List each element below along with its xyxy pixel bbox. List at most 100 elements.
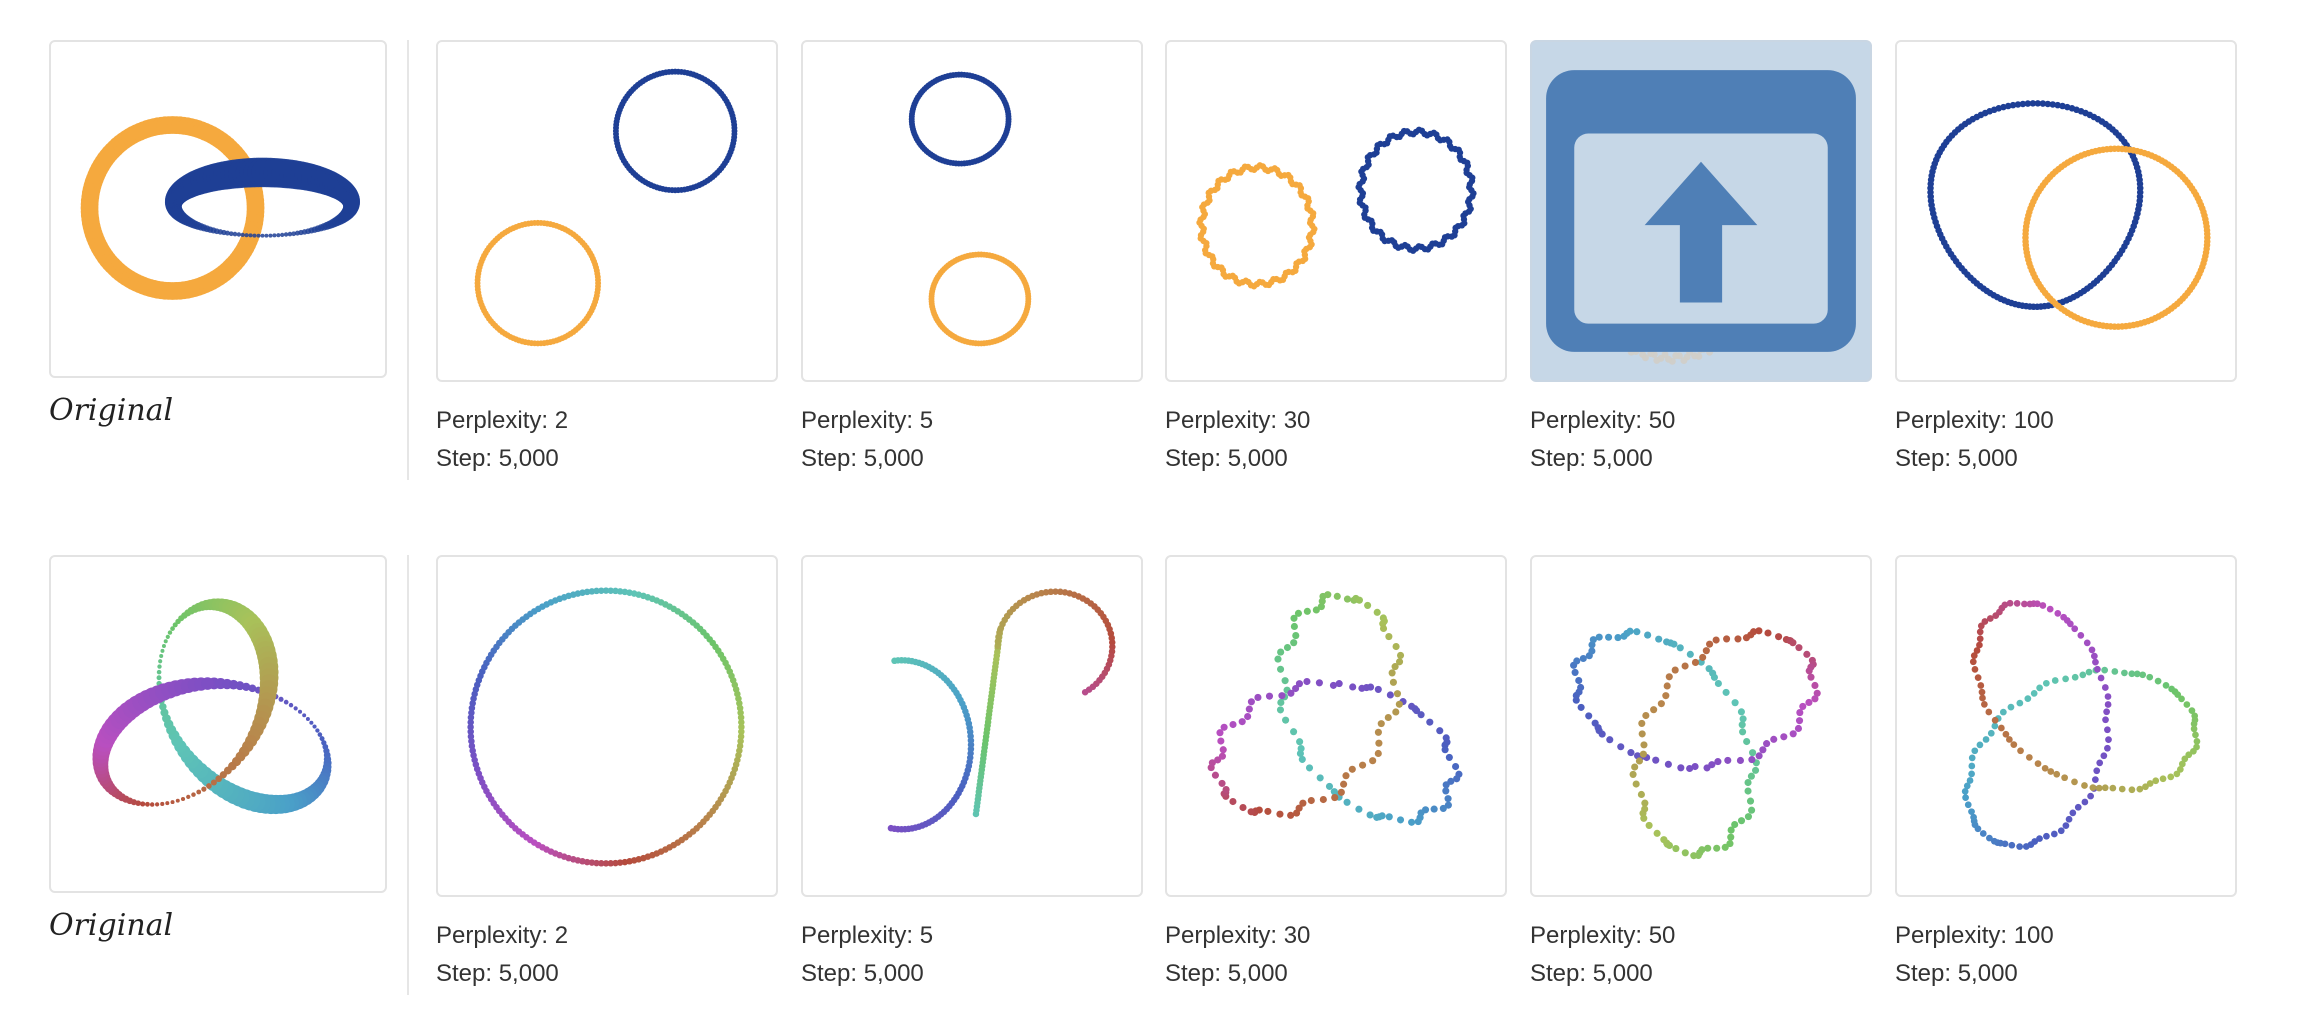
data-point <box>154 802 160 807</box>
data-point <box>2081 798 2089 806</box>
data-point <box>1739 728 1747 736</box>
data-point <box>1970 813 1977 821</box>
data-point <box>1976 635 1984 643</box>
data-point <box>2188 707 2196 714</box>
data-point <box>2033 600 2041 608</box>
tsne-thumbnail-perplexity-50-selected[interactable] <box>1530 40 1872 382</box>
data-point <box>468 737 475 745</box>
data-point <box>2002 730 2010 738</box>
data-point <box>1672 352 1680 360</box>
tsne-thumbnail-perplexity-50[interactable] <box>1530 555 1872 897</box>
data-point <box>1247 698 1255 706</box>
data-point <box>2024 695 2032 702</box>
tsne-thumbnail-perplexity-5[interactable] <box>801 555 1143 897</box>
data-point <box>2022 843 2030 850</box>
step-label: Step: 5,000 <box>1165 960 1288 987</box>
data-point <box>1691 762 1699 771</box>
perplexity-label: Perplexity: 5 <box>801 922 934 949</box>
data-point <box>1337 788 1345 796</box>
row-divider <box>407 40 409 480</box>
data-point <box>1726 840 1734 848</box>
data-point <box>1385 633 1393 641</box>
data-point <box>309 720 314 725</box>
data-point <box>1641 799 1649 807</box>
data-point <box>1331 793 1339 802</box>
data-point <box>1974 674 1982 682</box>
data-point <box>240 232 245 238</box>
data-point <box>2074 803 2082 811</box>
tsne-thumbnail-perplexity-30[interactable] <box>1165 40 1507 382</box>
data-point <box>1662 692 1670 700</box>
data-point <box>219 771 227 779</box>
data-point <box>467 728 474 735</box>
data-point <box>1998 724 2005 732</box>
tsne-thumbnail-perplexity-5[interactable] <box>801 40 1143 382</box>
thumbnail-caption: Perplexity: 100 Step: 5,000 <box>1895 402 2054 478</box>
perplexity-label: Perplexity: 50 <box>1530 922 1676 949</box>
data-point <box>165 634 170 639</box>
data-point <box>1644 631 1652 639</box>
data-point <box>2066 620 2074 628</box>
data-point <box>287 231 293 237</box>
data-point <box>2167 773 2175 781</box>
data-point <box>2096 759 2104 767</box>
data-point <box>1292 684 1300 693</box>
data-point <box>467 733 475 740</box>
data-point <box>161 644 166 649</box>
data-point <box>1986 834 1993 842</box>
data-point <box>1340 780 1348 788</box>
data-point <box>593 587 600 595</box>
data-point <box>2006 599 2014 607</box>
data-point <box>1976 628 1984 636</box>
data-point <box>1444 795 1452 803</box>
thumbnail-caption: Perplexity: 5 Step: 5,000 <box>801 917 933 993</box>
data-point <box>2083 639 2091 647</box>
data-point <box>1704 844 1712 852</box>
data-point <box>215 775 223 783</box>
tsne-thumbnail-perplexity-100[interactable] <box>1895 555 2237 897</box>
data-point <box>2100 752 2108 760</box>
data-point <box>2146 673 2154 681</box>
data-point <box>1722 688 1730 696</box>
original-thumbnail[interactable] <box>49 40 387 378</box>
data-point <box>2057 827 2065 835</box>
open-external-icon[interactable] <box>1532 42 1870 380</box>
data-point <box>1349 683 1357 691</box>
thumbnail-caption: Perplexity: 30 Step: 5,000 <box>1165 402 1310 478</box>
data-point <box>1727 833 1735 841</box>
data-point <box>1973 647 1981 654</box>
data-point <box>1635 757 1643 765</box>
data-point <box>1985 708 1993 716</box>
data-point <box>1805 667 1813 675</box>
data-point <box>1978 688 1986 696</box>
data-point <box>2044 100 2052 108</box>
data-point <box>1691 658 1700 667</box>
data-point <box>201 786 207 792</box>
data-point <box>1577 683 1585 692</box>
perplexity-label: Perplexity: 50 <box>1530 407 1676 434</box>
tsne-thumbnail-perplexity-2[interactable] <box>436 555 778 897</box>
data-point <box>1703 764 1711 772</box>
original-thumbnail[interactable] <box>49 555 387 893</box>
data-point <box>244 233 249 238</box>
data-point <box>1999 708 2007 716</box>
data-point <box>1591 719 1599 727</box>
data-point <box>342 193 360 212</box>
tsne-thumbnail-perplexity-30[interactable] <box>1165 555 1507 897</box>
data-point <box>1025 293 1032 300</box>
data-point <box>1408 818 1416 826</box>
data-point <box>1452 762 1460 771</box>
data-point <box>2092 658 2099 666</box>
data-point <box>1642 711 1650 720</box>
tsne-thumbnail-perplexity-100[interactable] <box>1895 40 2237 382</box>
data-point <box>317 732 323 737</box>
data-point <box>1579 654 1587 663</box>
data-point <box>1759 746 1767 754</box>
data-point <box>1744 813 1752 821</box>
data-point <box>302 713 307 718</box>
tsne-thumbnail-perplexity-2[interactable] <box>436 40 778 382</box>
data-point <box>612 859 619 867</box>
thumbnail-caption: Perplexity: 2 Step: 5,000 <box>436 917 568 993</box>
data-point <box>1811 681 1819 690</box>
data-point <box>2095 784 2103 792</box>
